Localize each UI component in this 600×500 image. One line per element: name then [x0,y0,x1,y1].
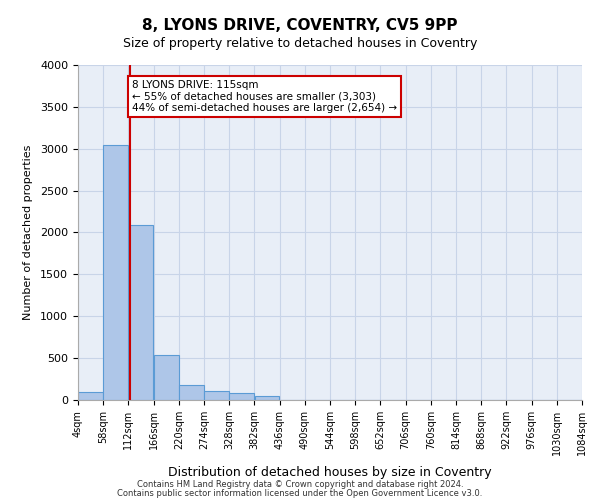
Text: Contains HM Land Registry data © Crown copyright and database right 2024.: Contains HM Land Registry data © Crown c… [137,480,463,489]
Bar [154,355,179,400]
Text: Contains public sector information licensed under the Open Government Licence v3: Contains public sector information licen… [118,488,482,498]
Y-axis label: Number of detached properties: Number of detached properties [23,145,33,320]
Bar [78,392,103,400]
Text: 8, LYONS DRIVE, COVENTRY, CV5 9PP: 8, LYONS DRIVE, COVENTRY, CV5 9PP [142,18,458,32]
Bar [204,391,229,400]
Bar [229,394,254,400]
Bar [128,225,154,400]
Text: 8 LYONS DRIVE: 115sqm
← 55% of detached houses are smaller (3,303)
44% of semi-d: 8 LYONS DRIVE: 115sqm ← 55% of detached … [132,80,397,114]
Bar [179,386,204,400]
Bar [254,396,280,400]
Text: Size of property relative to detached houses in Coventry: Size of property relative to detached ho… [123,38,477,51]
Bar [103,144,128,400]
X-axis label: Distribution of detached houses by size in Coventry: Distribution of detached houses by size … [168,466,492,479]
